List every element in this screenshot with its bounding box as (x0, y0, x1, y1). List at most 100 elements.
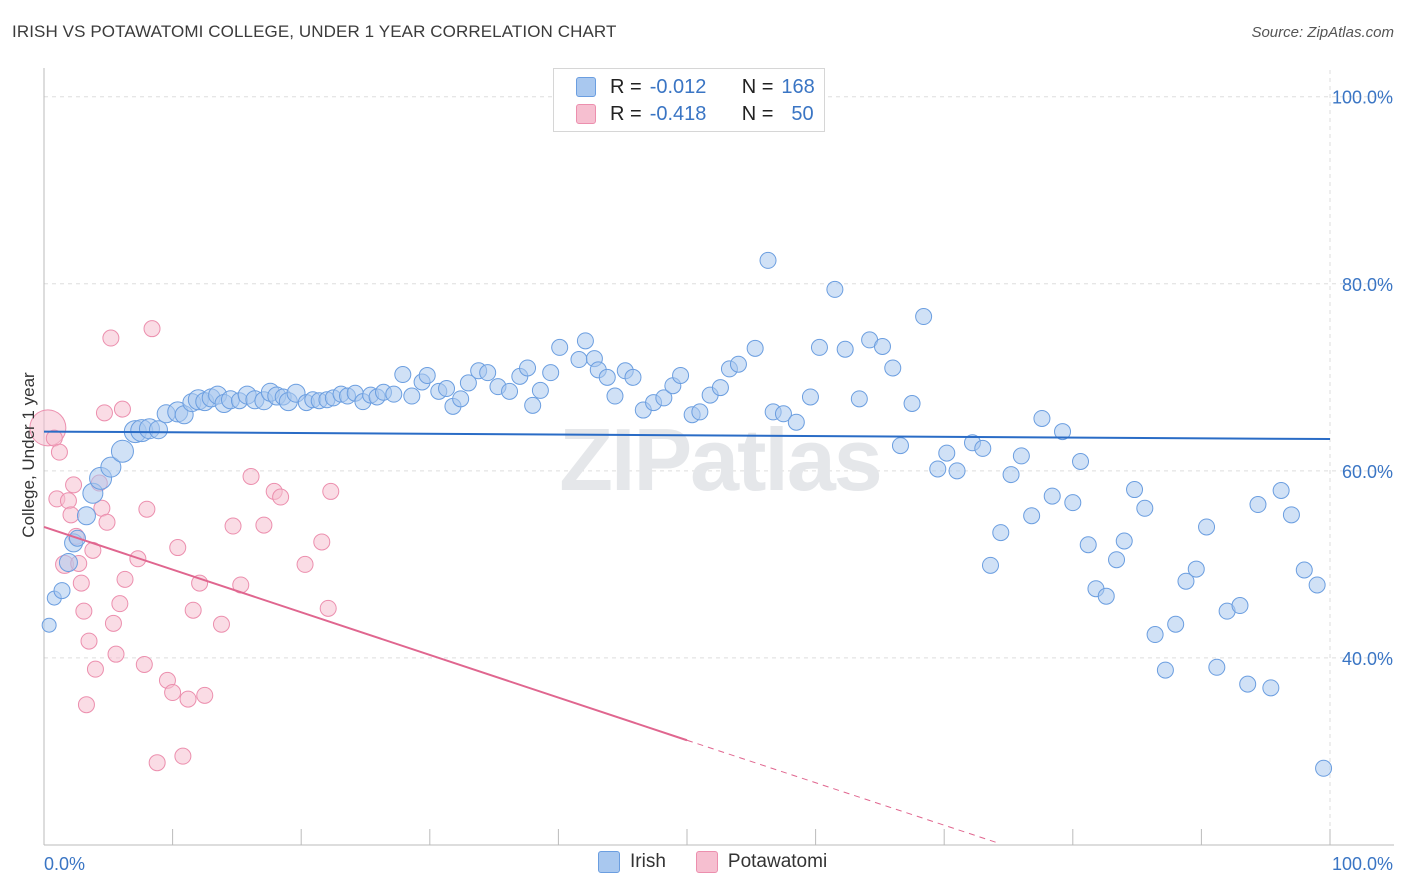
irish-point (915, 308, 933, 326)
irish-point (759, 251, 777, 269)
irish-point (938, 444, 956, 462)
chart-title: IRISH VS POTAWATOMI COLLEGE, UNDER 1 YEA… (12, 22, 617, 41)
n-value-irish: 168 (781, 75, 815, 98)
potawatomi-point (138, 500, 156, 518)
irish-point (58, 553, 78, 573)
irish-point (746, 339, 764, 357)
potawatomi-point (86, 660, 104, 678)
potawatomi-point (322, 482, 340, 500)
potawatomi-point (50, 443, 68, 461)
potawatomi-point (72, 574, 90, 592)
irish-point (1167, 615, 1185, 633)
irish-point (1315, 759, 1333, 777)
irish-point (524, 396, 542, 414)
x-tick-label: 100.0% (1332, 854, 1393, 874)
potawatomi-point (212, 615, 230, 633)
irish-point (1136, 499, 1154, 517)
irish-point (1208, 658, 1226, 676)
irish-point (992, 524, 1010, 542)
potawatomi-point (319, 599, 337, 617)
irish-point (1023, 507, 1041, 525)
irish-point (624, 368, 642, 386)
irish-point (1043, 487, 1061, 505)
irish-swatch (598, 851, 620, 873)
irish-point (1156, 661, 1174, 679)
irish-point (1146, 626, 1164, 644)
potawatomi-point (98, 513, 116, 531)
irish-point (385, 385, 403, 403)
irish-points (41, 251, 1333, 777)
y-tick-label: 80.0% (1342, 275, 1393, 295)
irish-point (148, 420, 168, 440)
irish-point (948, 462, 966, 480)
irish-point (729, 355, 747, 373)
irish-point (672, 366, 690, 384)
potawatomi-point (107, 645, 125, 663)
potawatomi-point (104, 614, 122, 632)
potawatomi-point (313, 533, 331, 551)
irish-point (787, 413, 805, 431)
r-label: R = (610, 102, 642, 125)
irish-point (1295, 561, 1313, 579)
irish-point (801, 388, 819, 406)
irish-point (1177, 572, 1195, 590)
potawatomi-point (111, 595, 129, 613)
irish-point (598, 368, 616, 386)
irish-point (974, 439, 992, 457)
irish-point (1097, 587, 1115, 605)
irish-point (810, 338, 828, 356)
n-value-potawatomi: 50 (791, 102, 814, 125)
irish-point (1054, 423, 1072, 441)
irish-point (691, 403, 709, 421)
irish-point (53, 582, 71, 600)
irish-point (1079, 536, 1097, 554)
legend-row-potawatomi: R = -0.418 N = 50 (576, 101, 814, 127)
irish-point (1198, 518, 1216, 536)
irish-point (576, 332, 594, 350)
irish-point (1231, 597, 1249, 615)
potawatomi-point (113, 400, 131, 418)
irish-point (403, 387, 421, 405)
potawatomi-trend-line (43, 526, 688, 742)
potawatomi-point (224, 517, 242, 535)
series-legend: Irish Potawatomi (598, 851, 857, 873)
legend-item-irish: Irish (598, 851, 666, 873)
irish-point (1126, 481, 1144, 499)
y-tick-label: 100.0% (1332, 88, 1393, 108)
potawatomi-point (77, 696, 95, 714)
potawatomi-point (75, 602, 93, 620)
irish-point (774, 405, 792, 423)
irish-point (501, 382, 519, 400)
potawatomi-point (196, 686, 214, 704)
potawatomi-point (184, 601, 202, 619)
potawatomi-point (169, 539, 187, 557)
watermark: ZIPatlas (559, 410, 880, 509)
potawatomi-point (95, 404, 113, 422)
legend-label-potawatomi: Potawatomi (727, 851, 828, 872)
legend-label-irish: Irish (630, 851, 666, 872)
irish-point (418, 366, 436, 384)
potawatomi-trend-extension (686, 739, 996, 843)
irish-point (929, 460, 947, 478)
irish-point (884, 359, 902, 377)
potawatomi-point (148, 754, 166, 772)
axes (43, 68, 1394, 846)
potawatomi-point (116, 570, 134, 588)
y-tick-label: 40.0% (1342, 649, 1393, 669)
potawatomi-point (255, 516, 273, 534)
trend-lines (43, 430, 1331, 843)
correlation-legend: R = -0.012 N = 168 R = -0.418 N = 50 (553, 68, 825, 132)
irish-point (1115, 532, 1133, 550)
irish-point (1308, 576, 1326, 594)
irish-point (850, 390, 868, 408)
potawatomi-point (296, 555, 314, 573)
irish-point (836, 340, 854, 358)
irish-trend-line (43, 430, 1331, 441)
potawatomi-point (102, 329, 120, 347)
x-tick-label: 0.0% (44, 854, 85, 874)
irish-point (1072, 453, 1090, 470)
irish-point (711, 379, 729, 397)
n-label: N = (741, 75, 774, 98)
irish-point (570, 351, 588, 369)
